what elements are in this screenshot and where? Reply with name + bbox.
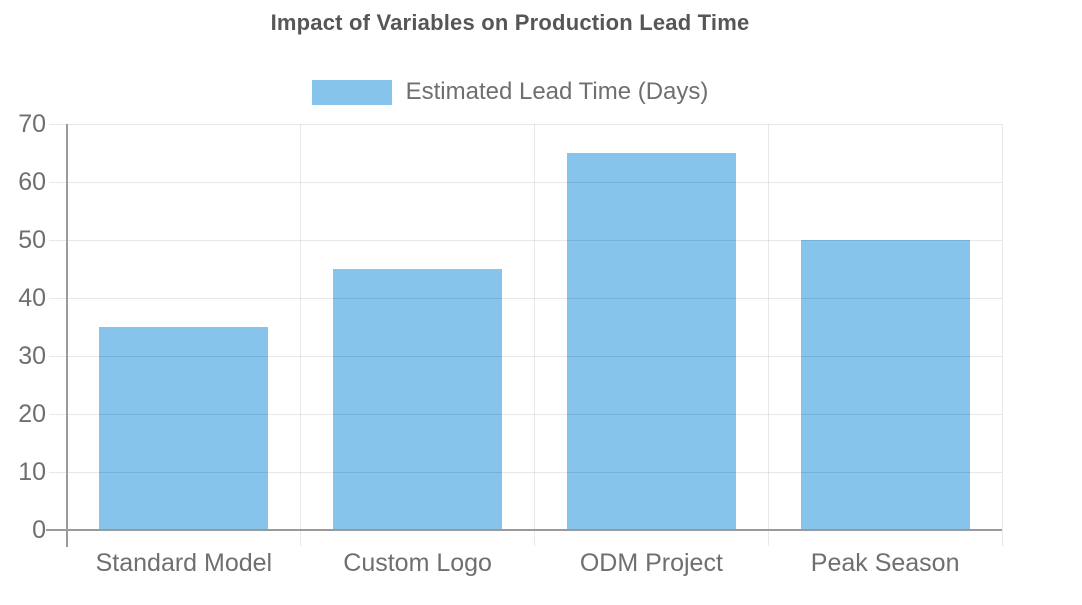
y-axis-tick-label: 10	[18, 458, 46, 486]
gridline-horizontal	[49, 471, 1002, 473]
gridline-horizontal	[49, 413, 1002, 415]
y-axis-tick-label: 50	[18, 226, 46, 254]
y-axis-tick-label: 40	[18, 284, 46, 312]
x-axis-line	[46, 529, 1002, 531]
gridline-horizontal	[49, 181, 1002, 183]
y-axis-tick-label: 30	[18, 342, 46, 370]
x-axis-category-label: Peak Season	[810, 549, 960, 577]
gridline-vertical	[767, 124, 769, 546]
bar[interactable]	[566, 153, 736, 530]
gridline-horizontal	[49, 123, 1002, 125]
gridline-horizontal	[49, 355, 1002, 357]
bar[interactable]	[333, 269, 503, 530]
chart-title: Impact of Variables on Production Lead T…	[270, 10, 750, 35]
x-axis-category-label: ODM Project	[579, 549, 723, 577]
y-axis-tick-label: 20	[18, 400, 46, 428]
y-axis-tick-label: 70	[18, 110, 46, 138]
gridline-vertical	[1001, 124, 1003, 546]
y-axis-tick-label: 0	[32, 516, 46, 544]
bar[interactable]	[99, 327, 269, 530]
bar[interactable]	[800, 240, 970, 530]
gridline-vertical	[300, 124, 302, 546]
legend: Estimated Lead Time (Days)	[0, 78, 1020, 106]
gridline-horizontal	[49, 239, 1002, 241]
y-axis-tick-label: 60	[18, 168, 46, 196]
gridline-vertical	[534, 124, 535, 546]
legend-swatch	[311, 79, 392, 105]
gridline-horizontal	[49, 297, 1002, 299]
x-axis-category-label: Custom Logo	[343, 549, 492, 577]
x-axis-category-label: Standard Model	[95, 549, 273, 577]
legend-label: Estimated Lead Time (Days)	[405, 78, 709, 105]
y-axis-line	[66, 124, 68, 547]
